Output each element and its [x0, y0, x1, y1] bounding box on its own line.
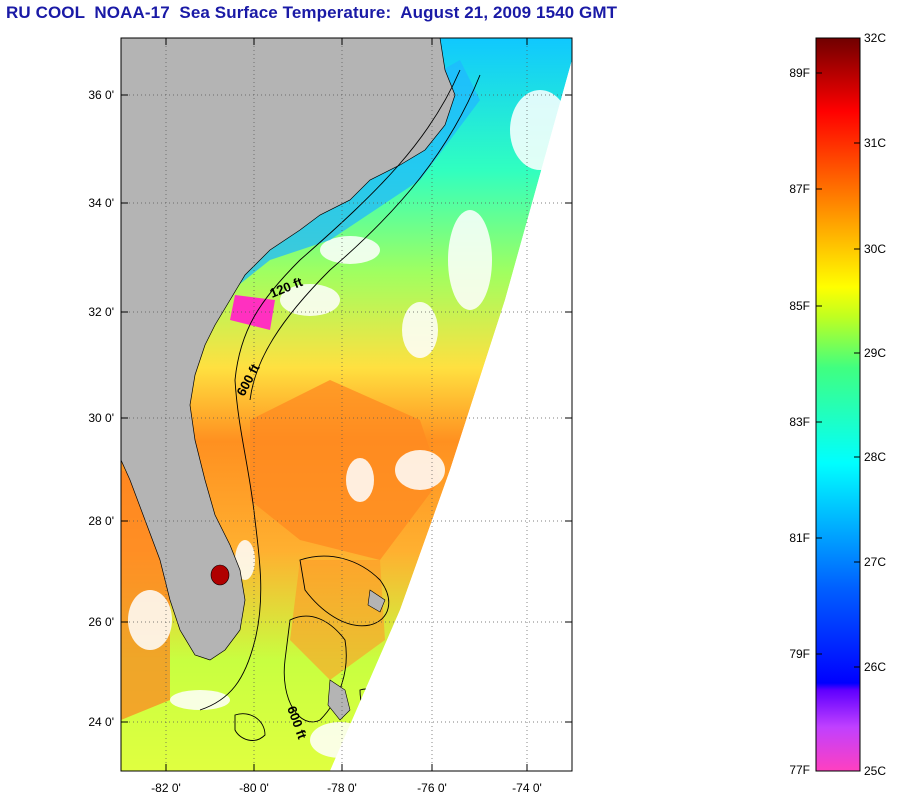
colorbar-f-label: 85F [789, 299, 810, 313]
map-title: RU COOL NOAA-17 Sea Surface Temperature:… [6, 3, 618, 22]
map-ticks [121, 38, 572, 771]
colorbar-f-label: 79F [789, 647, 810, 661]
colorbar-c-label: 32C [864, 31, 887, 45]
lon-label: -74 0' [512, 781, 542, 795]
colorbar-f-label: 77F [789, 763, 810, 777]
lat-label: 30 0' [88, 411, 114, 425]
map-frame [120, 37, 573, 772]
lat-label: 28 0' [88, 514, 114, 528]
colorbar-c-label: 28C [864, 450, 887, 464]
lat-label: 32 0' [88, 305, 114, 319]
colorbar-f-label: 83F [789, 415, 810, 429]
cloud-patches [128, 90, 570, 758]
colorbar-f-label: 87F [789, 182, 810, 196]
us-coast-land [121, 38, 456, 661]
colorbar-f-label: 89F [789, 66, 810, 80]
colorbar [815, 37, 861, 772]
colorbar-f-label: 81F [789, 531, 810, 545]
lon-label: -76 0' [417, 781, 447, 795]
lon-label: -80 0' [239, 781, 269, 795]
colorbar-c-label: 27C [864, 555, 887, 569]
lon-label: -78 0' [327, 781, 357, 795]
colorbar-c-label: 31C [864, 136, 887, 150]
colorbar-ticks [816, 37, 860, 772]
lat-label: 36 0' [88, 88, 114, 102]
lon-label: -82 0' [151, 781, 181, 795]
lat-label: 26 0' [88, 615, 114, 629]
colorbar-c-label: 26C [864, 660, 887, 674]
colorbar-c-label: 30C [864, 242, 887, 256]
lat-label: 34 0' [88, 196, 114, 210]
colorbar-c-label: 29C [864, 346, 887, 360]
colorbar-c-label: 25C [864, 764, 887, 778]
lat-label: 24 0' [88, 715, 114, 729]
